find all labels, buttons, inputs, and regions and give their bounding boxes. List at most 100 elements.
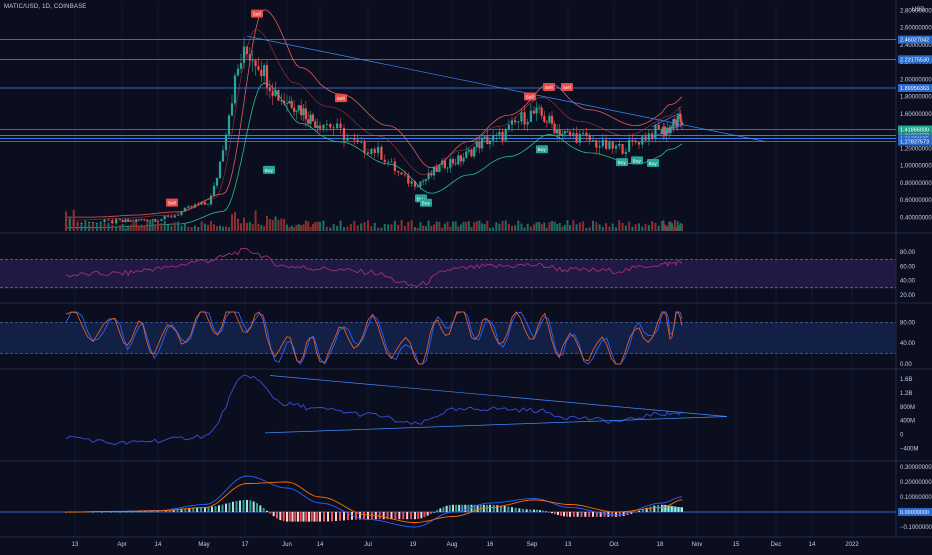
macd-histogram-bar [313,512,316,522]
candle-body [416,186,419,188]
candle-body [187,206,190,208]
volume-bar [234,212,236,231]
candle-body [88,222,91,224]
volume-bar [231,214,233,231]
volume-bar [470,227,473,231]
volume-bar [295,224,298,231]
macd-histogram-bar [252,501,255,512]
macd-histogram-bar [545,511,547,512]
volume-bar [561,226,564,231]
candle-body [501,131,504,141]
volume-bar [271,219,274,231]
candle-body [107,219,110,221]
price-level-tag [898,55,932,64]
candle-body [121,220,124,222]
candle-body [325,123,328,125]
volume-bar [280,218,283,231]
volume-bar [132,220,135,231]
volume-bar [135,222,138,231]
candle-body [230,103,234,116]
macd-histogram-bar [297,512,299,522]
volume-bar [628,221,631,231]
candle-body [248,54,251,61]
obv-line [65,374,683,446]
volume-bar [346,226,349,231]
time-axis-label: Sep [527,542,538,548]
macd-histogram-bar [661,504,663,512]
candle-body [419,181,422,187]
volume-bar [103,223,106,231]
macd-histogram-bar [259,505,262,512]
candle-body [103,219,106,222]
volume-bar [465,221,468,231]
macd-histogram-bar [367,512,369,520]
volume-bar [163,220,166,231]
volume-bar [615,227,617,231]
macd-histogram-bar [110,511,112,513]
macd-histogram-bar [266,510,268,512]
candle-body [118,219,122,221]
volume-bar [115,226,118,231]
volume-bar [266,215,268,231]
volume-bar [353,220,356,231]
volume-bar [268,218,271,231]
candle-body [383,159,386,162]
macd-histogram-bar [269,512,272,514]
buy-signal-label: Buy [633,158,642,164]
macd-histogram-bar [279,512,282,521]
macd-histogram-bar [150,511,153,513]
candle-body [366,152,370,154]
macd-histogram-bar [246,500,248,512]
macd-histogram-bar [119,511,121,513]
volume-bar [481,223,484,231]
time-axis-label: 2022 [845,542,859,548]
macd-histogram-bar [464,504,467,512]
time-axis-label: Nov [692,542,703,548]
time-axis-label: 13 [565,542,572,548]
candle-body [678,113,681,116]
volume-bar [228,227,230,231]
candle-body [644,136,647,141]
macd-histogram-bar [649,506,652,512]
price-level-value: 1.89956363 [900,86,929,92]
candle-body [265,65,269,88]
candle-body [203,202,207,205]
macd-histogram-bar [200,507,203,512]
candle-body [540,107,543,116]
time-axis-label: Oct [609,542,619,548]
candle-body [400,172,403,175]
volume-bar [644,223,647,231]
volume-bar [592,220,594,231]
candle-body [297,105,300,111]
obv-axis-label: 1.6B [900,377,912,383]
rsi-axis-label: 40.00 [900,279,916,285]
macd-histogram-bar [492,504,495,512]
volume-bar [304,220,307,231]
candle-body [488,140,492,145]
volume-bar [200,221,203,231]
macd-histogram-bar [630,512,633,514]
macd-signal-line [66,481,683,523]
candle-body [517,121,520,123]
candle-body [430,173,433,176]
candle-body [465,151,468,158]
time-axis-label: 19 [410,542,417,548]
volume-bar [478,220,481,231]
macd-histogram-bar [256,503,258,512]
volume-bar [154,224,157,231]
volume-bar [473,222,476,231]
volume-bar [553,221,556,231]
macd-histogram-bar [327,512,329,522]
candle-body [300,105,303,116]
price-axis-label: 2.40000000 [900,43,932,49]
volume-bar [146,223,149,231]
candle-body [311,114,315,122]
volume-bar [377,227,380,231]
candle-body [550,115,554,124]
candle-body [160,219,163,221]
candle-body [475,141,478,148]
volume-bar [140,224,143,231]
volume-bar [618,220,621,231]
candle-body [370,148,373,154]
